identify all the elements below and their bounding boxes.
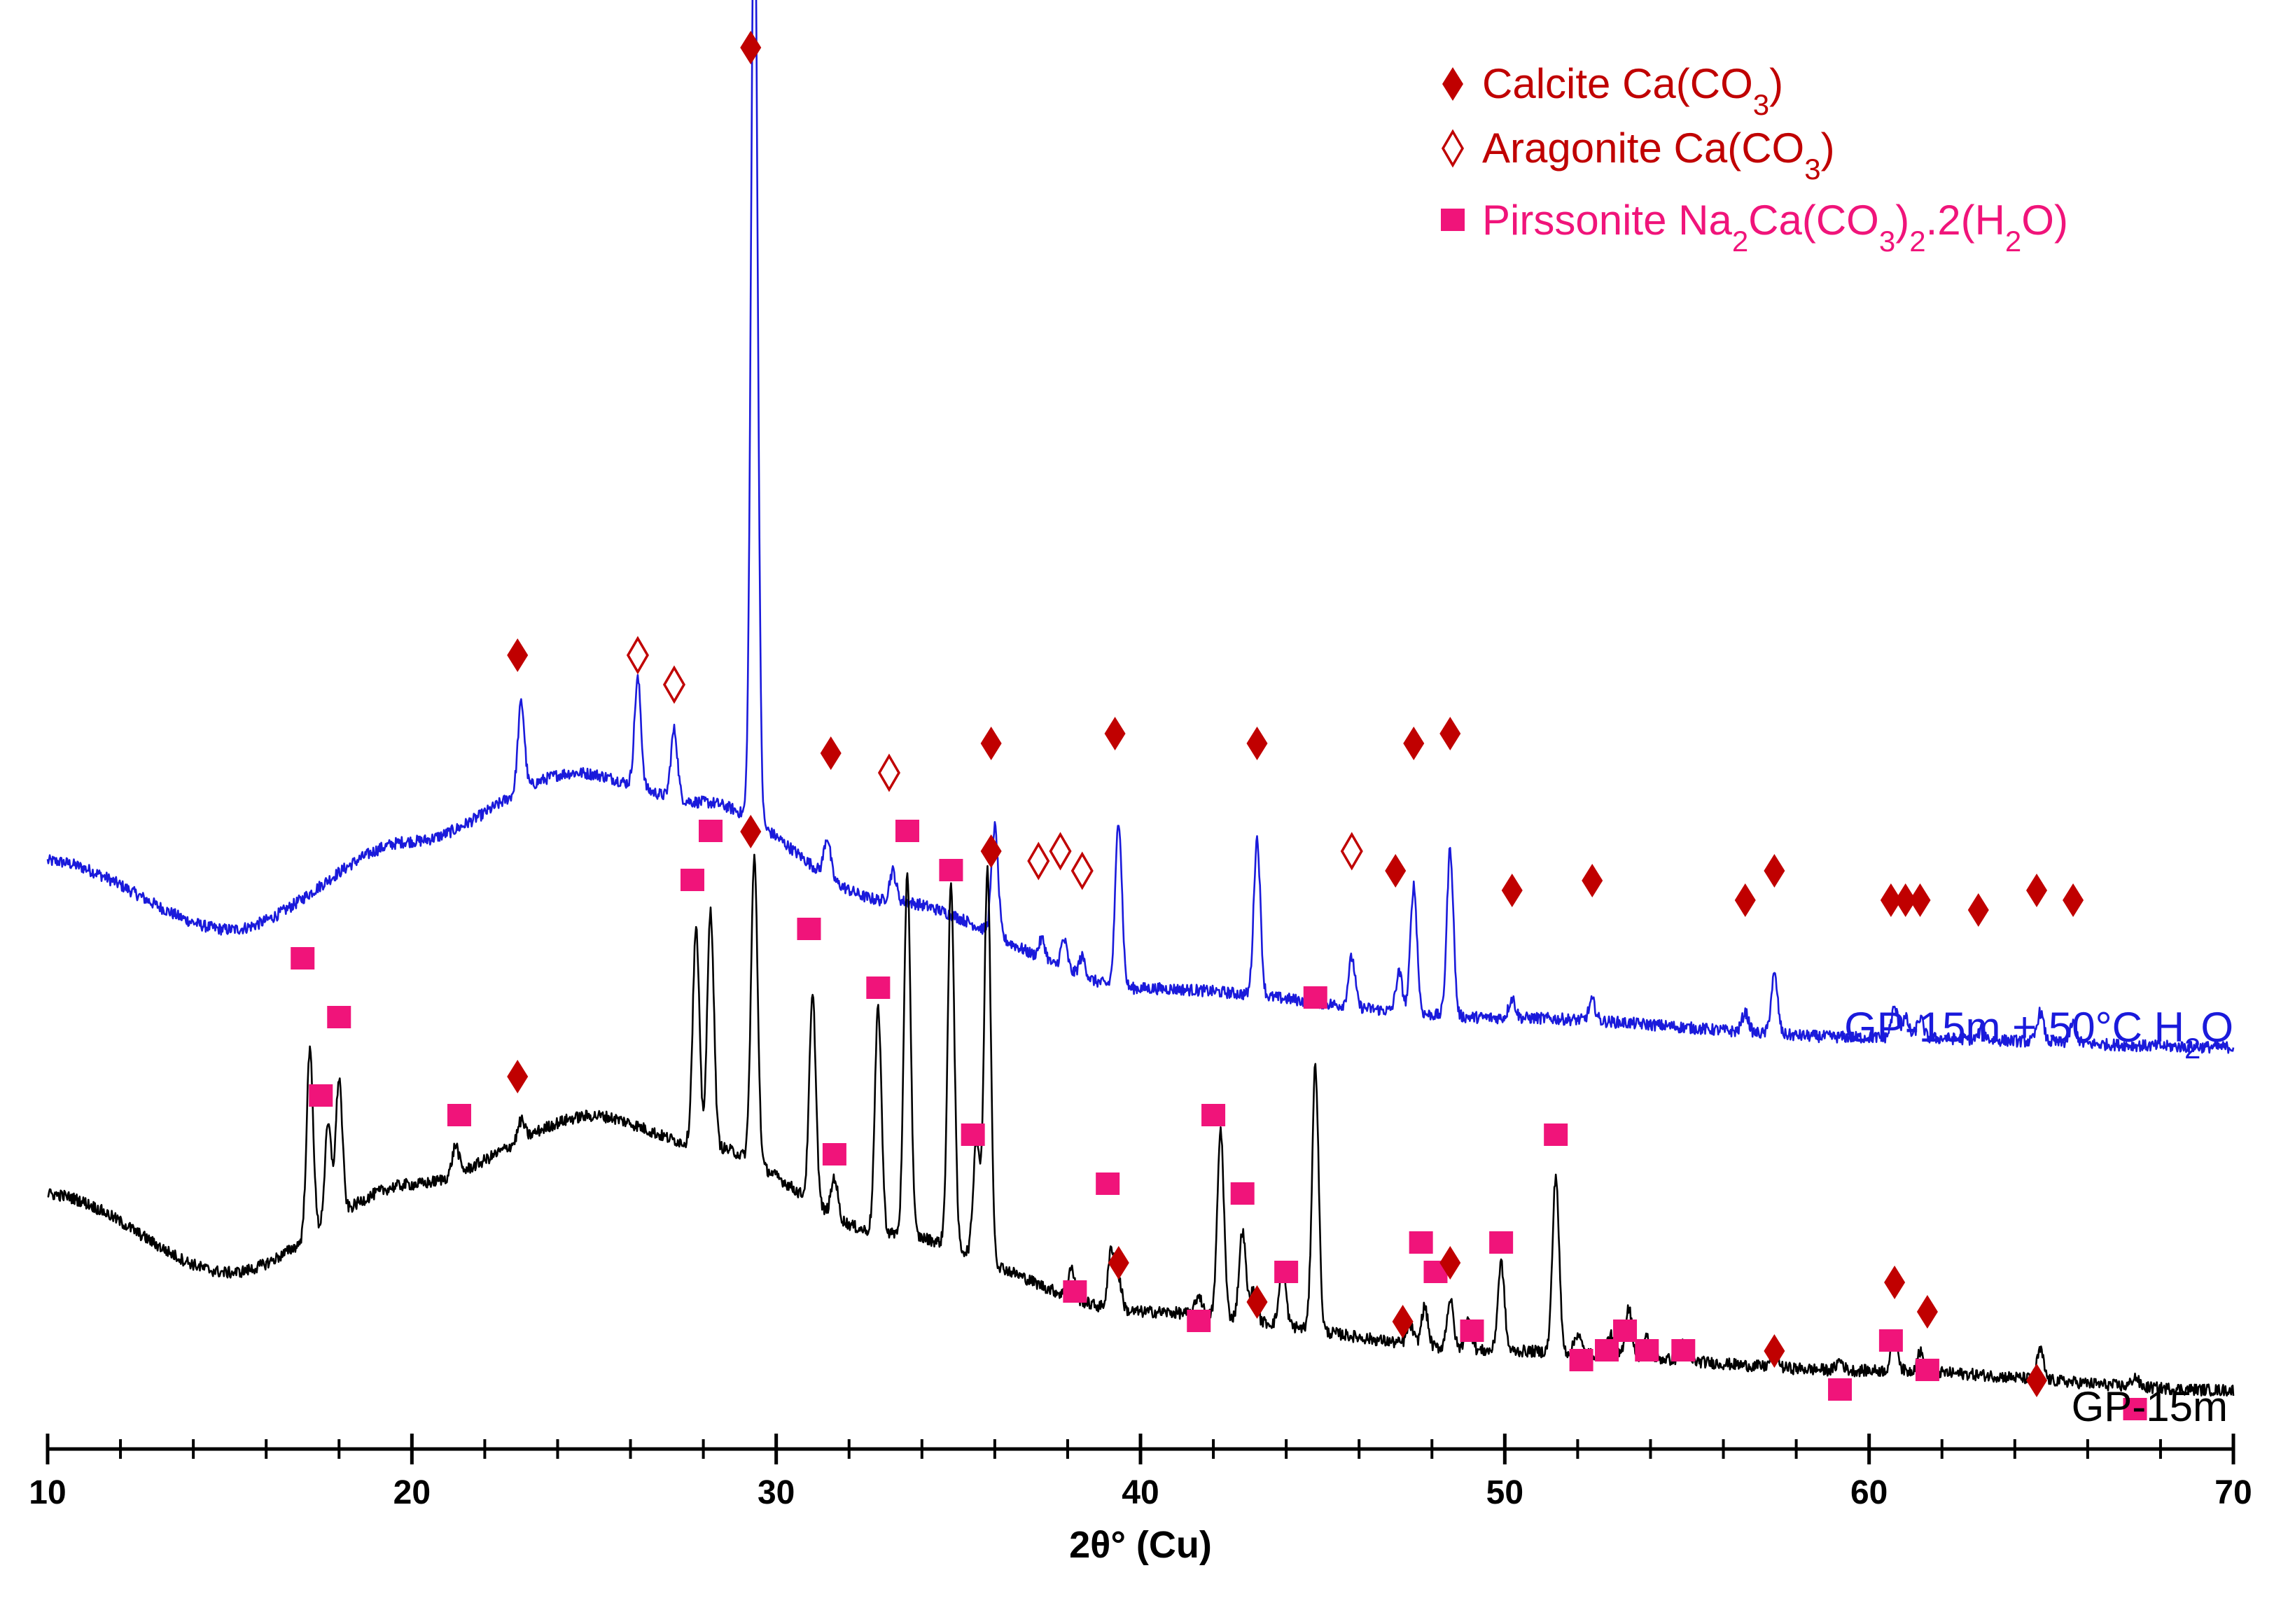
calcite-marker: [1108, 1246, 1129, 1280]
pirssonite-marker: [1828, 1378, 1853, 1401]
series-label-top: GP-15m + 50°C H2O: [1844, 1004, 2233, 1065]
aragonite-marker: [626, 636, 649, 675]
calcite-marker: [1439, 1246, 1461, 1280]
pirssonite-marker: [1096, 1172, 1120, 1195]
series-line-1: [47, 853, 2235, 1397]
series-label-bottom: GP-15m: [2072, 1383, 2228, 1430]
pirssonite-marker: [1878, 1329, 1903, 1352]
aragonite-marker: [877, 753, 900, 792]
calcite-legend-marker: [1442, 67, 1463, 101]
calcite-marker: [1884, 1266, 1906, 1299]
pirssonite-marker: [291, 947, 315, 969]
calcite-marker: [1403, 727, 1425, 760]
x-tick-label: 70: [2214, 1474, 2252, 1511]
calcite-marker: [1104, 717, 1126, 750]
pirssonite-marker: [699, 820, 723, 842]
pirssonite-marker: [1230, 1182, 1255, 1205]
x-axis: 10 20 30 40 50 60 70 2θ° (Cu): [29, 1434, 2252, 1566]
calcite-marker: [1392, 1305, 1414, 1338]
series-labels: GP-15m + 50°C H2O GP-15m: [1844, 1004, 2233, 1430]
calcite-marker: [1439, 717, 1461, 750]
pirssonite-marker: [866, 976, 891, 999]
pirssonite-marker: [327, 1006, 351, 1028]
pirssonite-marker: [797, 918, 821, 940]
pirssonite-marker: [1595, 1339, 1619, 1362]
calcite-marker: [1764, 854, 1785, 888]
pirssonite-marker: [309, 1084, 333, 1107]
series-line-0: [46, 0, 2235, 1054]
pirssonite-marker: [1063, 1280, 1087, 1303]
pirssonite-marker: [1569, 1349, 1593, 1371]
aragonite-marker: [1340, 832, 1363, 871]
pirssonite-legend-marker: [1441, 209, 1465, 231]
pirssonite-marker: [895, 820, 919, 842]
pirssonite-marker: [1187, 1310, 1211, 1332]
pirssonite-marker: [1915, 1359, 1939, 1381]
calcite-marker: [1501, 874, 1523, 907]
pirssonite-marker: [1671, 1339, 1696, 1362]
x-axis-title: 2θ° (Cu): [1069, 1524, 1212, 1566]
calcite-marker: [2063, 883, 2084, 917]
x-tick-label: 10: [29, 1474, 66, 1511]
x-tick-label: 60: [1850, 1474, 1888, 1511]
pirssonite-marker: [822, 1143, 846, 1166]
calcite-marker: [1246, 1285, 1268, 1319]
calcite-marker: [507, 638, 529, 672]
pirssonite-marker: [2123, 1398, 2147, 1420]
pirssonite-marker: [1274, 1261, 1299, 1283]
legend-entry-aragonite: Aragonite Ca(CO3): [1482, 125, 1835, 186]
aragonite-marker: [1049, 832, 1072, 871]
pirssonite-marker: [961, 1124, 985, 1146]
peak-markers: [291, 31, 2147, 1420]
aragonite-marker: [662, 665, 685, 704]
aragonite-marker: [1027, 841, 1050, 881]
pirssonite-marker: [1635, 1339, 1659, 1362]
calcite-marker: [1246, 727, 1268, 760]
legend: Calcite Ca(CO3)Aragonite Ca(CO3) Pirssoni…: [1441, 60, 2068, 258]
x-tick-label: 40: [1122, 1474, 1159, 1511]
legend-entry-calcite: Calcite Ca(CO3): [1482, 60, 1783, 121]
calcite-marker: [740, 815, 762, 848]
calcite-marker: [1734, 883, 1756, 917]
pirssonite-marker: [1409, 1231, 1433, 1254]
calcite-marker: [820, 736, 842, 770]
series-layer: [46, 0, 2235, 1397]
calcite-marker: [980, 834, 1002, 868]
pirssonite-marker: [1303, 986, 1327, 1009]
calcite-marker: [1895, 883, 1916, 917]
pirssonite-marker: [447, 1104, 471, 1126]
calcite-marker: [1385, 854, 1407, 888]
legend-entry-pirssonite: Pirssonite Na2Ca(CO3)2.2(H2O): [1482, 197, 2068, 258]
x-tick-label: 30: [758, 1474, 795, 1511]
pirssonite-marker: [1544, 1124, 1568, 1146]
calcite-marker: [740, 31, 762, 64]
pirssonite-marker: [1613, 1320, 1638, 1342]
x-tick-label: 20: [393, 1474, 431, 1511]
calcite-marker: [2026, 1364, 2048, 1397]
aragonite-marker: [1070, 851, 1094, 890]
pirssonite-marker: [680, 869, 704, 891]
calcite-marker: [1880, 883, 1902, 917]
calcite-marker: [1764, 1334, 1785, 1368]
calcite-marker: [2026, 874, 2048, 907]
pirssonite-marker: [939, 859, 963, 881]
pirssonite-marker: [1489, 1231, 1514, 1254]
calcite-marker: [980, 727, 1002, 760]
calcite-marker: [1582, 864, 1603, 897]
pirssonite-marker: [1460, 1320, 1484, 1342]
calcite-marker: [1916, 1295, 1938, 1329]
aragonite-legend-marker: [1441, 129, 1465, 168]
calcite-marker: [507, 1060, 529, 1093]
x-tick-label: 50: [1486, 1474, 1523, 1511]
calcite-marker: [1967, 893, 1989, 927]
pirssonite-marker: [1201, 1104, 1226, 1126]
calcite-marker: [1909, 883, 1931, 917]
